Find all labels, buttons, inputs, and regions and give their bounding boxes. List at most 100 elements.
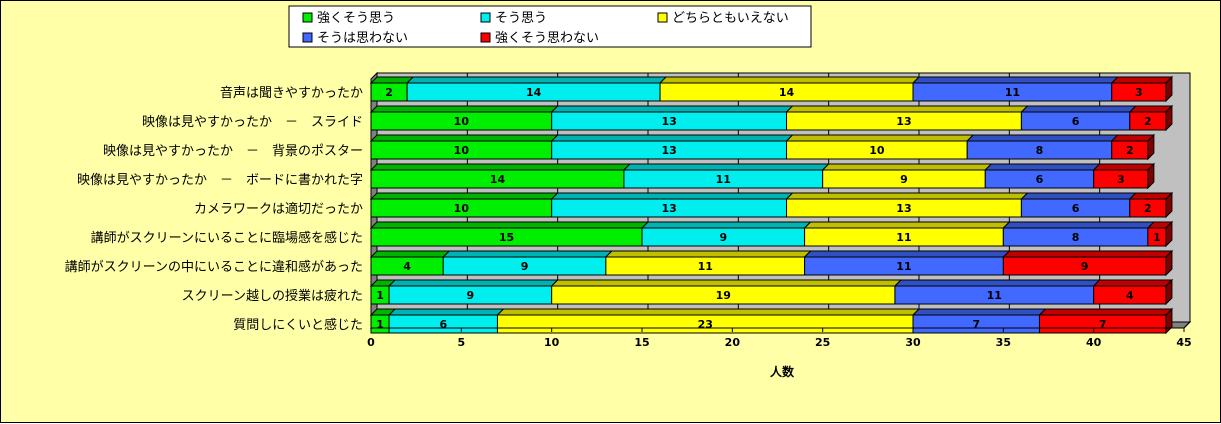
category-label: スクリーン越しの授業は疲れた [182, 288, 363, 304]
bar-segment: 10 [369, 105, 559, 131]
x-tick-label: 30 [905, 336, 921, 349]
bar-segment: 10 [785, 134, 975, 160]
data-label: 2 [385, 86, 393, 99]
bar-segment: 6 [1020, 192, 1138, 218]
bar-segment: 9 [1002, 249, 1174, 277]
bar-segment: 14 [405, 76, 668, 102]
bar-segment: 6 [387, 308, 505, 334]
data-label: 19 [716, 289, 731, 302]
bars: 2 14 14 11 310 13 13 6 210 13 10 8 214 11 9 6 310 13 13 6 21… [369, 75, 1174, 335]
bar-segment: 10 [369, 134, 559, 160]
legend-label: 強くそう思わない [495, 31, 599, 46]
bar-segment: 13 [785, 105, 1029, 131]
data-label: 9 [1081, 260, 1089, 273]
data-label: 11 [716, 173, 731, 186]
data-label: 4 [403, 260, 411, 273]
bar-segment: 13 [550, 105, 794, 131]
bar-segment: 23 [496, 308, 921, 334]
data-label: 8 [1072, 231, 1080, 244]
bar-segment: 7 [911, 308, 1047, 334]
data-label: 13 [896, 202, 911, 215]
bar-segment: 13 [785, 192, 1029, 218]
bar-segment: 9 [442, 250, 614, 276]
bar-segment: 9 [821, 163, 993, 189]
x-tick-label: 45 [1176, 336, 1191, 349]
data-label: 14 [526, 86, 542, 99]
x-tick-label: 5 [458, 336, 466, 349]
data-label: 10 [454, 115, 470, 128]
data-label: 2 [1126, 144, 1134, 157]
data-label: 6 [1072, 115, 1080, 128]
bar-segment: 14 [369, 163, 632, 189]
data-label: 10 [869, 144, 885, 157]
bar-segment: 7 [1038, 307, 1174, 335]
bar-segment: 11 [604, 250, 812, 276]
data-label: 3 [1135, 86, 1143, 99]
bar-segment: 11 [803, 250, 1011, 276]
floor-gridline [1183, 321, 1191, 329]
category-label: 映像は見やすかったか － ボードに書かれた字 [77, 173, 363, 188]
category-label: 映像は見やすかったか － 背景のポスター [103, 144, 363, 159]
x-axis-title: 人数 [770, 364, 795, 379]
data-label: 6 [1036, 173, 1044, 186]
data-label: 1 [1153, 231, 1161, 244]
data-label: 11 [896, 231, 911, 244]
x-tick-label: 20 [725, 336, 741, 349]
data-label: 2 [1144, 202, 1152, 215]
data-label: 9 [719, 231, 727, 244]
data-label: 11 [1005, 86, 1020, 99]
data-label: 1 [376, 318, 384, 331]
data-label: 9 [521, 260, 529, 273]
category-label: 音声は聞きやすかったか [220, 85, 363, 101]
bar-segment: 2 [1128, 104, 1174, 132]
legend-label: そう思う [495, 11, 547, 26]
bar-segment: 1 [369, 279, 397, 305]
bar-segment: 4 [369, 250, 451, 276]
x-tick-label: 0 [367, 336, 375, 349]
data-label: 13 [661, 115, 676, 128]
data-label: 11 [698, 260, 713, 273]
bar-segment: 11 [911, 76, 1119, 102]
category-label: 映像は見やすかったか － スライド [142, 115, 363, 130]
category-label: 講師がスクリーンの中にいることに違和感があった [65, 259, 363, 275]
data-label: 23 [698, 318, 713, 331]
bar-segment: 1 [1146, 220, 1174, 248]
data-label: 13 [661, 144, 676, 157]
data-label: 4 [1126, 289, 1134, 302]
x-axis: 0 5 10 15 20 25 30 35 40 45 [367, 327, 1192, 349]
bar-segment: 10 [369, 192, 559, 218]
legend-box [288, 5, 812, 48]
x-tick-label: 10 [544, 336, 560, 349]
data-label: 11 [987, 289, 1002, 302]
bar-segment: 2 [1110, 133, 1156, 161]
bar-segment: 3 [1092, 162, 1156, 190]
bar-segment: 11 [803, 221, 1011, 247]
data-label: 15 [499, 231, 514, 244]
bar-segment: 15 [369, 221, 650, 247]
bar-segment: 6 [1020, 105, 1138, 131]
bar-segment: 2 [369, 76, 415, 102]
data-label: 6 [439, 318, 447, 331]
x-tick-label: 15 [634, 336, 649, 349]
bar-segment: 9 [387, 279, 559, 305]
data-label: 13 [661, 202, 676, 215]
bar-segment: 8 [1002, 221, 1156, 247]
bar-segment: 11 [622, 163, 830, 189]
data-label: 10 [454, 202, 470, 215]
data-label: 7 [972, 318, 980, 331]
legend-swatch [480, 12, 491, 23]
data-label: 7 [1099, 318, 1107, 331]
legend-label: どちらともいえない [672, 11, 789, 26]
data-label: 2 [1144, 115, 1152, 128]
bar-segment: 6 [984, 163, 1101, 189]
bar-segment: 3 [1110, 75, 1174, 103]
bar-segment: 14 [658, 76, 921, 102]
x-tick-label: 40 [1086, 336, 1102, 349]
category-label: 質問しにくいと感じた [233, 317, 363, 333]
bar-segment: 8 [965, 134, 1119, 160]
data-label: 8 [1036, 144, 1044, 157]
legend-label: 強くそう思う [317, 11, 395, 26]
